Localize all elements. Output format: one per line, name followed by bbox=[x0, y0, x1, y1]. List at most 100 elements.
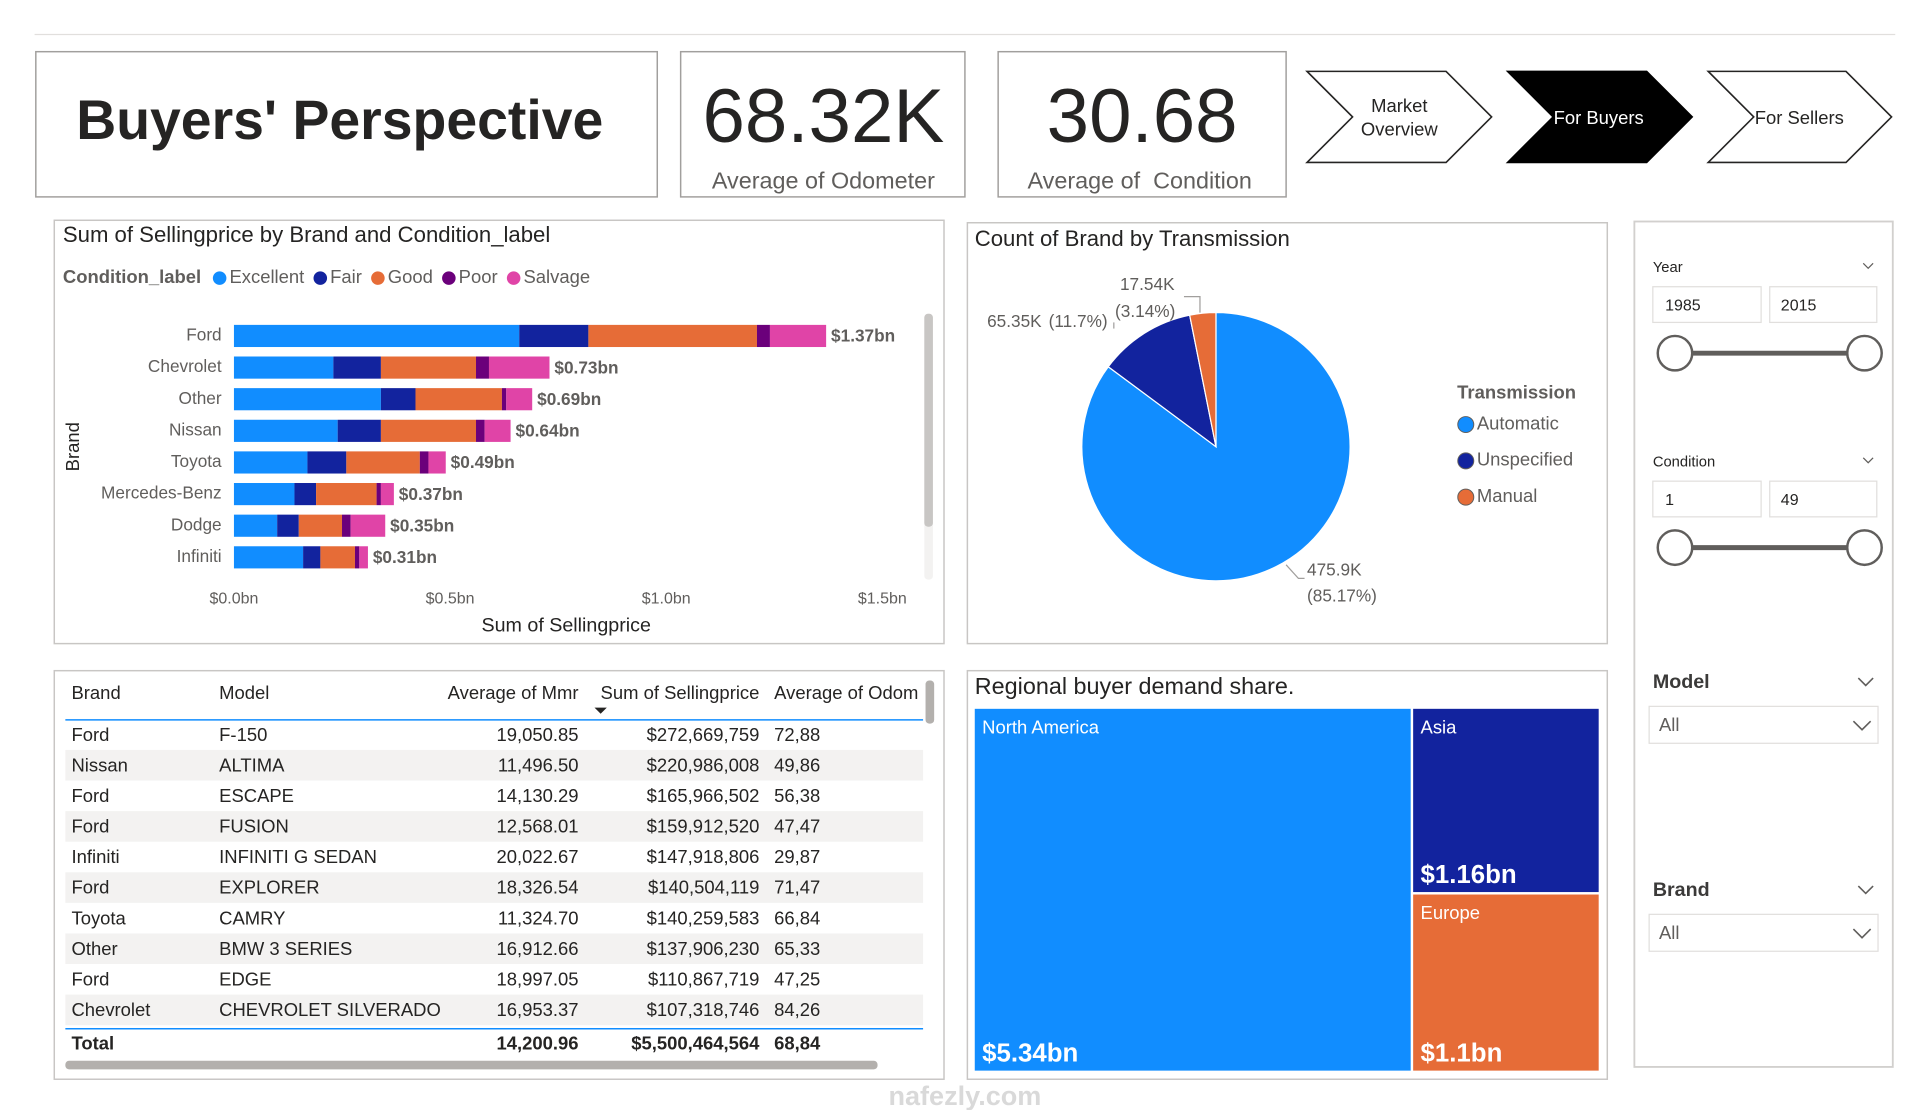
legend-swatch bbox=[506, 271, 521, 285]
slider-handle[interactable] bbox=[1656, 334, 1694, 372]
input-box[interactable] bbox=[1769, 480, 1878, 518]
table-v-scrollbar[interactable] bbox=[925, 680, 935, 724]
table-cell: FUSION bbox=[219, 816, 289, 837]
table-cell: 12,568.01 bbox=[496, 816, 578, 837]
bar-segment bbox=[316, 483, 377, 506]
dropdown[interactable] bbox=[1648, 913, 1879, 952]
bar-segment bbox=[588, 324, 757, 348]
input-value[interactable]: 1985 bbox=[1665, 298, 1701, 315]
table-cell: $107,318,746 bbox=[647, 999, 760, 1020]
legend-label: Unspecified bbox=[1477, 449, 1573, 470]
table-cell: 11,496.50 bbox=[498, 754, 579, 775]
table-cell: 20,022.67 bbox=[496, 846, 578, 867]
table-cell: CAMRY bbox=[219, 907, 285, 928]
bar-segment bbox=[756, 324, 770, 348]
bar-segment bbox=[380, 419, 477, 442]
bar-segment bbox=[501, 388, 507, 411]
table-cell: 11,324.70 bbox=[498, 907, 579, 928]
scrollbar-thumb[interactable] bbox=[924, 313, 933, 527]
chevron[interactable] bbox=[1852, 928, 1872, 939]
input-box[interactable] bbox=[1652, 480, 1762, 518]
total-label: Total bbox=[72, 1033, 115, 1054]
table-cell: $140,504,119 bbox=[648, 877, 759, 898]
row-stripe bbox=[65, 872, 924, 903]
chevron[interactable] bbox=[1857, 677, 1874, 687]
table-cell: 47,47 bbox=[774, 816, 820, 837]
table-cell: Toyota bbox=[72, 907, 127, 928]
input-box[interactable] bbox=[1769, 286, 1878, 324]
chevron[interactable] bbox=[1857, 885, 1874, 895]
tile-value: $1.16bn bbox=[1421, 861, 1517, 889]
input-value[interactable]: 1 bbox=[1665, 492, 1674, 509]
kpi-value: 68.32K bbox=[703, 74, 945, 159]
table-cell: $110,867,719 bbox=[648, 968, 759, 989]
data-label: 17.54K bbox=[1120, 274, 1175, 294]
slider-handle[interactable] bbox=[1846, 529, 1883, 567]
nav-button[interactable]: Market Overview bbox=[1305, 70, 1493, 164]
leader-line bbox=[1183, 295, 1201, 313]
page-title: Buyers' Perspective bbox=[76, 89, 603, 151]
total-cell: 14,200.96 bbox=[496, 1033, 578, 1054]
nav-button[interactable]: For Sellers bbox=[1706, 70, 1893, 164]
bar-segment bbox=[233, 324, 520, 348]
kpi-label: Average of Condition bbox=[1027, 167, 1251, 193]
input-box[interactable] bbox=[1652, 286, 1762, 324]
total-label: $0.64bn bbox=[516, 421, 580, 441]
treemap-tile bbox=[1413, 894, 1599, 1071]
kpi-card bbox=[997, 50, 1287, 198]
pie-slice bbox=[1107, 314, 1217, 449]
nav-shape[interactable] bbox=[1505, 70, 1694, 164]
percent-label: (85.17%) bbox=[1307, 585, 1377, 605]
legend-label: Automatic bbox=[1477, 412, 1559, 433]
bar-segment bbox=[415, 388, 502, 411]
table-cell: $137,906,230 bbox=[647, 938, 760, 959]
table-cell: 72,88 bbox=[774, 724, 820, 745]
bar-segment bbox=[380, 356, 477, 379]
nav-button[interactable]: For Buyers bbox=[1505, 70, 1694, 164]
input-value[interactable]: 2015 bbox=[1781, 298, 1817, 315]
bar-segment bbox=[303, 546, 321, 569]
sort-indicator bbox=[594, 707, 607, 714]
dropdown[interactable] bbox=[1648, 705, 1879, 744]
data-label: 475.9K bbox=[1307, 560, 1362, 580]
legend-swatch bbox=[371, 271, 385, 285]
nav-shape[interactable] bbox=[1305, 70, 1493, 164]
bar-segment bbox=[346, 451, 420, 474]
category-label: Infiniti bbox=[177, 546, 222, 566]
bar-segment bbox=[519, 324, 589, 348]
bar-segment bbox=[484, 419, 511, 442]
table-cell: Ford bbox=[72, 968, 110, 989]
chevron[interactable] bbox=[1862, 262, 1874, 270]
total-label: $0.73bn bbox=[554, 357, 618, 377]
total-label: $0.37bn bbox=[399, 484, 463, 504]
x-tick-label: $1.5bn bbox=[858, 591, 907, 608]
nav-label[interactable]: For Buyers bbox=[1554, 107, 1644, 128]
nav-shape[interactable] bbox=[1706, 70, 1893, 164]
dropdown-value[interactable]: All bbox=[1659, 714, 1680, 735]
bar-segment bbox=[233, 419, 338, 442]
legend-swatch bbox=[1457, 416, 1475, 434]
slider-handle[interactable] bbox=[1656, 529, 1694, 567]
table-cell: 65,33 bbox=[774, 938, 820, 959]
chart-title: Count of Brand by Transmission bbox=[975, 226, 1290, 251]
input-value[interactable]: 49 bbox=[1781, 492, 1799, 509]
tile-value: $5.34bn bbox=[982, 1039, 1078, 1067]
nav-label[interactable]: Overview bbox=[1361, 118, 1439, 139]
table-cell: 18,997.05 bbox=[496, 968, 578, 989]
bar-segment bbox=[488, 356, 550, 379]
chevron[interactable] bbox=[1852, 720, 1872, 731]
table-h-scrollbar[interactable] bbox=[65, 1060, 878, 1070]
row-stripe bbox=[65, 994, 924, 1026]
bar-segment bbox=[769, 324, 827, 348]
chevron[interactable] bbox=[1862, 457, 1874, 464]
nav-label[interactable]: Market bbox=[1371, 95, 1427, 116]
slicer-label: Condition bbox=[1653, 455, 1715, 471]
bar-segment bbox=[428, 451, 446, 474]
dropdown-value[interactable]: All bbox=[1659, 922, 1680, 943]
table-cell: BMW 3 SERIES bbox=[219, 938, 352, 959]
slider-handle[interactable] bbox=[1846, 334, 1883, 372]
tile-label: Asia bbox=[1421, 716, 1458, 737]
legend-title: Transmission bbox=[1457, 382, 1576, 403]
nav-label[interactable]: For Sellers bbox=[1755, 107, 1844, 128]
treemap-tile bbox=[1413, 708, 1599, 893]
